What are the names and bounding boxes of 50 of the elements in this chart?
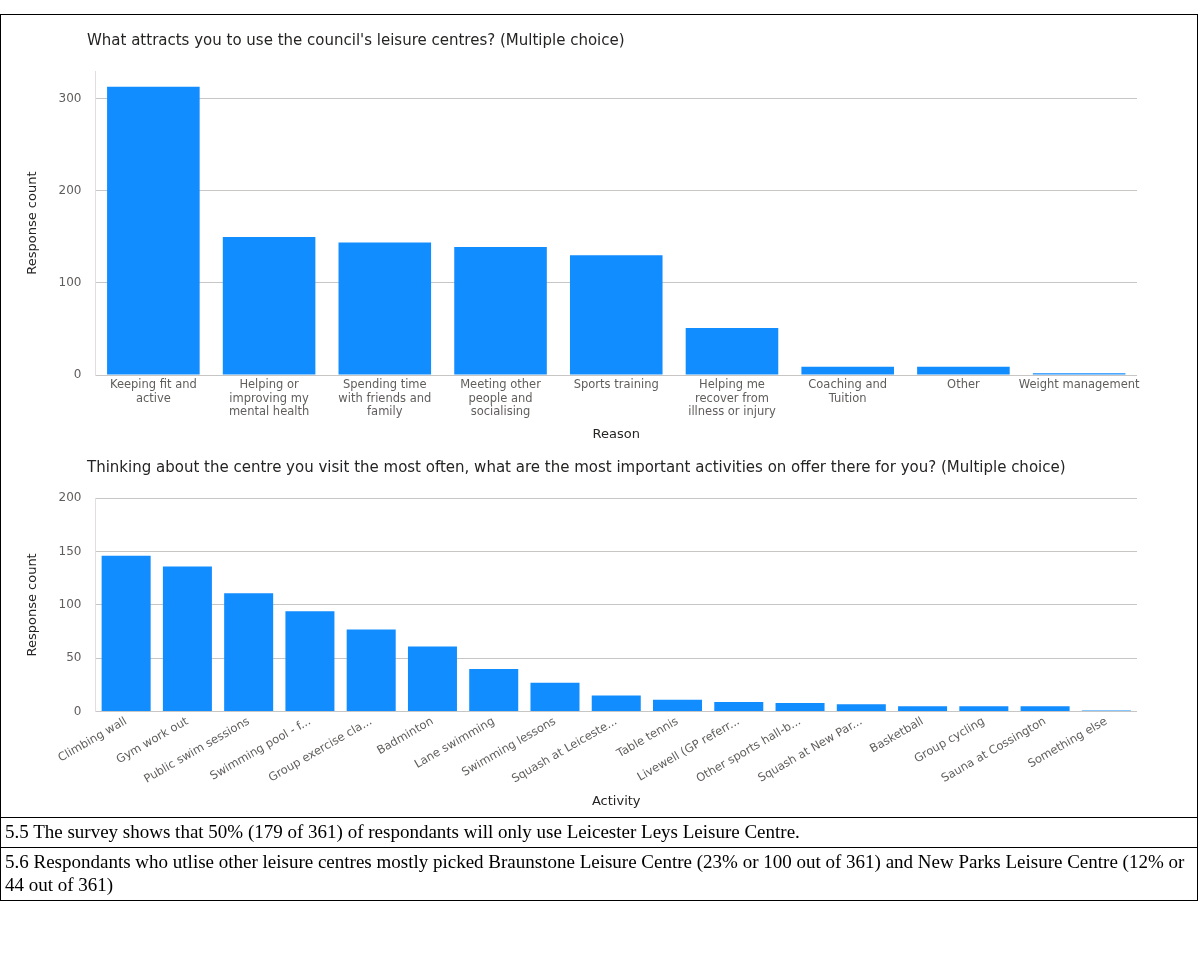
bar [775, 703, 825, 712]
bar [222, 236, 316, 375]
bar [898, 706, 948, 712]
bar [714, 702, 764, 712]
y-tick-label: 0 [73, 703, 82, 718]
bar [285, 611, 335, 712]
x-tick-label: Other [947, 376, 981, 391]
bar [836, 704, 886, 712]
bar [107, 86, 200, 375]
bar [591, 695, 641, 712]
bar [346, 629, 396, 712]
bar [530, 682, 580, 712]
y-axis-title: Response count [24, 553, 40, 657]
x-axis-title: Activity [591, 792, 641, 808]
bar [801, 366, 894, 375]
y-tick-label: 50 [66, 650, 82, 665]
y-tick-label: 100 [58, 275, 82, 290]
y-tick-label: 200 [58, 490, 82, 505]
text: 5.5 The survey shows that 50% (179 of 361) of respondants will only use Leicester Leys Leisure Centre. [1, 817, 1197, 847]
x-tick-label: Meeting other people and socialising [460, 376, 542, 419]
x-tick-label: Spending time with friends and family [338, 376, 432, 419]
y-tick-label: 150 [58, 543, 82, 558]
bar [454, 247, 547, 375]
y-tick-label: 0 [73, 367, 82, 382]
bar [338, 242, 432, 375]
x-tick-label: Keeping fit and active [109, 376, 197, 405]
bar [685, 328, 779, 375]
bar [162, 566, 212, 712]
chart-title: What attracts you to use the council's leisure centres? (Multiple choice) [86, 31, 626, 50]
x-axis-title: Reason [592, 425, 640, 441]
bar [101, 555, 151, 712]
y-axis-title: Response count [24, 171, 40, 275]
x-tick-label: Coaching and Tuition [808, 376, 888, 405]
bar [959, 706, 1009, 712]
y-tick-label: 100 [58, 597, 82, 612]
chart-title: Thinking about the centre you visit the most often, what are the most important activities on offer there for you? (Multiple choice) [86, 458, 1067, 477]
bar [1020, 706, 1070, 712]
x-tick-label: Helping me recover from illness or injury [688, 376, 776, 419]
x-tick-label: Weight management [1018, 376, 1140, 391]
bar [224, 593, 274, 712]
y-tick-label: 200 [58, 183, 82, 197]
bar [407, 646, 457, 712]
y-tick-label: 300 [58, 90, 82, 105]
x-tick-label: Helping or improving my mental health [228, 376, 310, 419]
bar [469, 668, 519, 712]
bar [653, 699, 703, 712]
text: 5.6 Respondants who utlise other leisure centres mostly picked Braunstone Leisure Centre (23% or 100 out of 361) and New Parks Leisure Centre (12% or 44 out of 361) [1, 847, 1197, 900]
x-tick-label: Sports training [573, 376, 659, 391]
bar [569, 255, 663, 375]
bar [917, 366, 1010, 375]
